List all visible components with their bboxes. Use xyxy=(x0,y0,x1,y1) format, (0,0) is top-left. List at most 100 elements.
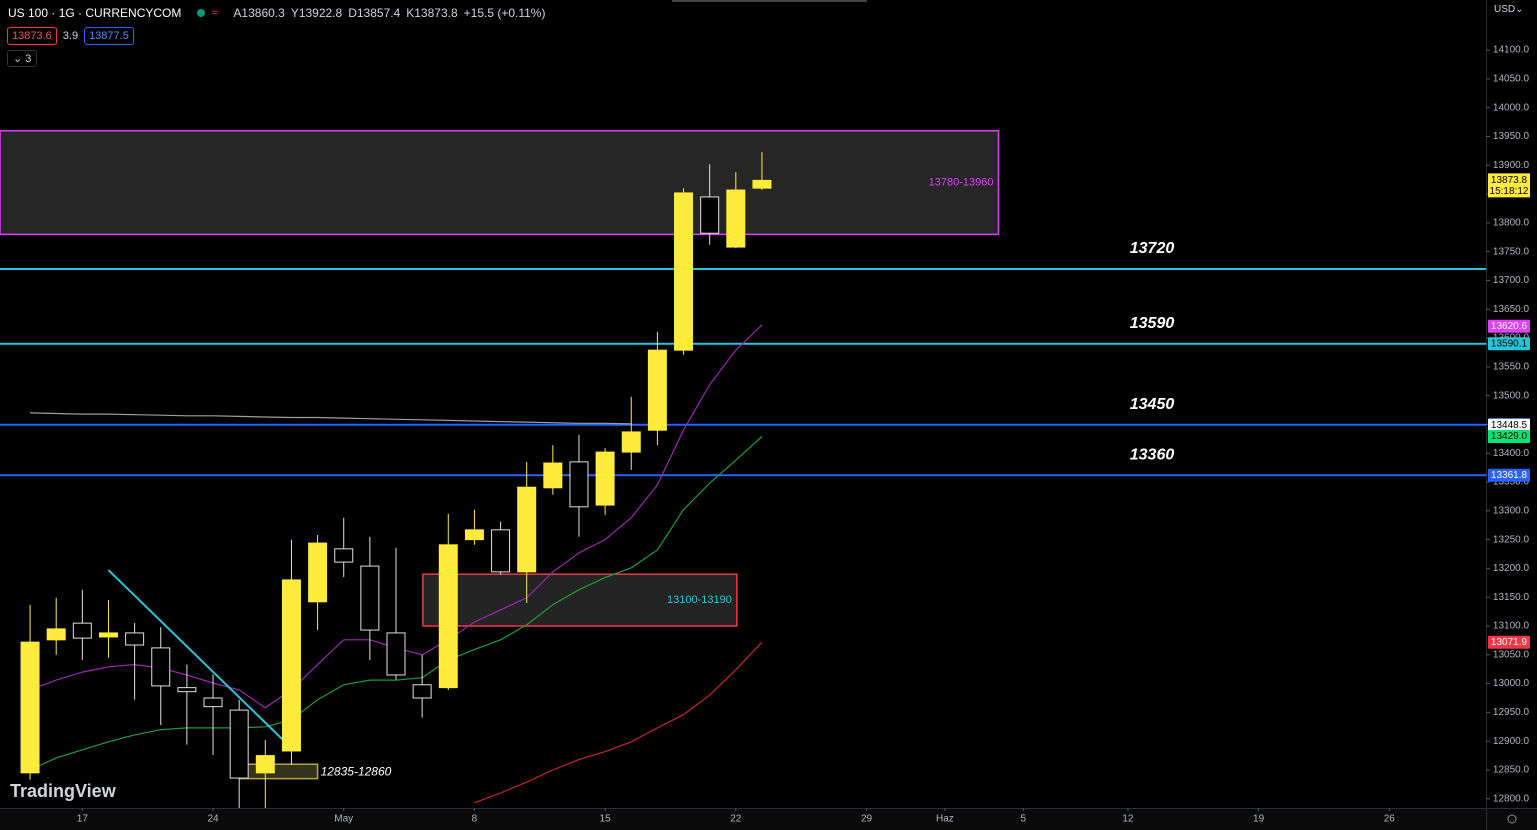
price-tag-label: 13448.5 xyxy=(1491,420,1528,431)
candle-body xyxy=(621,431,641,453)
currency-select[interactable]: USD⌄ xyxy=(1494,4,1524,15)
x-tick-label: 17 xyxy=(77,814,89,825)
candle-body xyxy=(46,628,66,641)
candle-body xyxy=(517,486,537,573)
status-dot xyxy=(197,9,206,17)
price-tag xyxy=(1488,418,1530,432)
y-tick-label: 14000.0 xyxy=(1493,102,1530,113)
candle-body xyxy=(203,697,223,708)
y-tick-label: 13000.0 xyxy=(1493,678,1530,689)
candle-body xyxy=(151,647,171,687)
level-label: 13590 xyxy=(1130,315,1175,332)
zone xyxy=(422,573,738,627)
candle-body xyxy=(647,349,667,431)
zone xyxy=(239,763,319,780)
candle-body xyxy=(177,687,197,693)
candles xyxy=(20,152,772,808)
spread: 3.9 xyxy=(62,30,79,42)
y-tick-label: 14050.0 xyxy=(1493,74,1530,85)
y-tick-label: 14100.0 xyxy=(1493,45,1530,56)
trendline xyxy=(107,569,293,749)
price-tags: 13620.613590.113449.513448.513429.013361… xyxy=(1488,173,1530,649)
ohlc-open: A13860.3 xyxy=(233,6,285,20)
y-tick-label: 13300.0 xyxy=(1493,505,1530,516)
zone-label: 13100-13190 xyxy=(667,594,732,606)
x-tick-label: Haz xyxy=(936,814,954,825)
price-tag xyxy=(1488,319,1530,333)
ohlc-high: Y13922.8 xyxy=(290,6,343,20)
level-label: 13360 xyxy=(1130,446,1175,463)
ohlc-close: K13873.8 xyxy=(406,6,458,20)
price-tag-label: 13071.9 xyxy=(1491,637,1528,648)
price-tag xyxy=(1488,635,1530,649)
indicators-count: 3 xyxy=(25,53,32,65)
y-tick-label: 13750.0 xyxy=(1493,246,1530,257)
price-tag xyxy=(1488,430,1530,444)
y-tick-label: 13700.0 xyxy=(1493,275,1530,286)
x-tick-label: 15 xyxy=(600,814,612,825)
labels: 13780-13960 13100-13190 12835-12860 13720 13… xyxy=(321,176,1175,778)
symbol[interactable]: US 100 · 1G · CURRENCYCOM xyxy=(8,6,182,20)
moving-average xyxy=(474,641,763,804)
zone xyxy=(0,129,1000,236)
indicators-toggle[interactable]: ⌄ 3 xyxy=(7,50,38,67)
top-handle xyxy=(672,0,867,2)
y-tick-label: 13900.0 xyxy=(1493,160,1530,171)
y-tick-label: 13800.0 xyxy=(1493,218,1530,229)
candle-body xyxy=(726,189,746,248)
ohlc-low: D13857.4 xyxy=(348,6,401,20)
candle-body xyxy=(491,529,511,573)
y-tick-label: 12850.0 xyxy=(1493,765,1530,776)
level-label: 13450 xyxy=(1130,396,1175,413)
x-tick-label: 19 xyxy=(1253,814,1265,825)
x-tick-label: 22 xyxy=(730,814,742,825)
zone-label: 13780-13960 xyxy=(929,176,994,188)
candle-body xyxy=(752,179,772,189)
x-tick-label: May xyxy=(334,814,353,825)
candle-body xyxy=(72,622,92,639)
currency: USD xyxy=(1494,4,1516,15)
y-tick-label: 12900.0 xyxy=(1493,736,1530,747)
logo-text: TradingView xyxy=(10,781,116,801)
y-tick-label: 13100.0 xyxy=(1493,621,1530,632)
settings-icon[interactable] xyxy=(1507,814,1517,824)
y-tick-label: 13950.0 xyxy=(1493,131,1530,142)
candle-body xyxy=(255,755,275,774)
header: US 100 · 1G · CURRENCYCOM ≈ A13860.3 Y13… xyxy=(8,6,545,20)
x-tick-label: 5 xyxy=(1021,814,1027,825)
y-tick-label: 13550.0 xyxy=(1493,361,1530,372)
candle-body xyxy=(412,684,432,699)
price-tag-label: 13361.8 xyxy=(1491,470,1528,481)
moving-average xyxy=(30,412,632,425)
candle-body xyxy=(543,462,563,489)
sell-button[interactable]: 13873.6 xyxy=(7,27,57,45)
candle-body xyxy=(229,709,249,779)
moving-average xyxy=(29,436,763,771)
price-tag-label: 13620.6 xyxy=(1491,321,1528,332)
price-tag-label: 13429.0 xyxy=(1491,431,1528,442)
y-tick-label: 12950.0 xyxy=(1493,707,1530,718)
y-tick-label: 13150.0 xyxy=(1493,592,1530,603)
lines xyxy=(0,267,1486,804)
candle-body xyxy=(360,565,380,631)
zones xyxy=(0,129,1000,780)
candle-body xyxy=(386,632,406,676)
price-tag xyxy=(1488,468,1530,482)
axes: 14100.014050.014000.013950.013900.013850… xyxy=(77,45,1530,825)
candle-body xyxy=(125,632,145,646)
logo: TradingView xyxy=(10,781,116,802)
x-axis-bar xyxy=(0,808,1537,830)
candle-body xyxy=(281,579,301,752)
candle-body xyxy=(334,548,354,563)
candle-body xyxy=(569,461,589,508)
buy-button[interactable]: 13877.5 xyxy=(84,27,134,45)
candle-body xyxy=(308,542,328,603)
y-tick-label: 13400.0 xyxy=(1493,448,1530,459)
candle-body xyxy=(98,632,118,638)
y-tick-label: 13050.0 xyxy=(1493,649,1530,660)
y-tick-label: 13650.0 xyxy=(1493,304,1530,315)
candle-body xyxy=(700,196,720,234)
y-tick-label: 13350.0 xyxy=(1493,477,1530,488)
